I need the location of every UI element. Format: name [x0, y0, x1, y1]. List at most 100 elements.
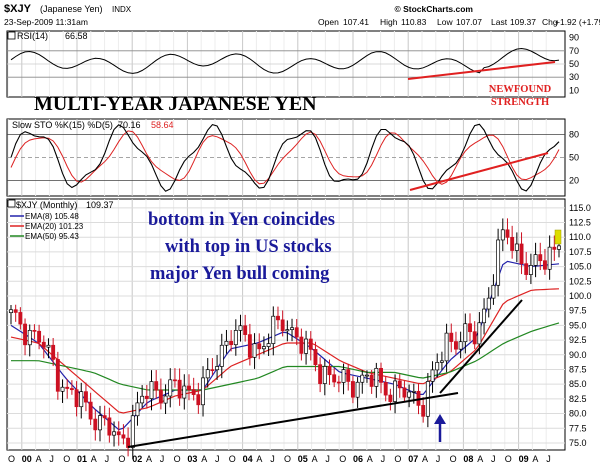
candle-body	[144, 395, 149, 399]
x-tick-label: O	[8, 454, 15, 464]
candle-body	[224, 340, 229, 346]
x-tick-label: A	[477, 454, 483, 464]
candle-body	[547, 246, 552, 270]
sto-tick-label: 80	[569, 129, 579, 139]
x-tick-label: O	[118, 454, 125, 464]
candle-body	[477, 322, 482, 345]
candle-body	[154, 381, 159, 391]
candle-body	[299, 336, 304, 354]
candle-body	[79, 391, 84, 408]
candle-body	[533, 254, 538, 266]
candle-body	[341, 369, 346, 383]
rsi-legend: RSI(14) 66.58	[7, 31, 88, 41]
price-tick-label: 75.0	[569, 438, 587, 448]
candle-body	[402, 387, 407, 398]
candle-body	[27, 330, 32, 346]
candle-body	[13, 309, 18, 313]
x-tick-label: 00	[22, 454, 32, 464]
candle-body	[350, 381, 355, 398]
rsi-legend-label: RSI(14)	[17, 31, 48, 41]
candle-body	[369, 374, 374, 387]
sto-k-line	[10, 123, 560, 192]
candle-body	[322, 366, 327, 384]
chg-value: +1.92 (+1.79%)	[555, 17, 600, 27]
high-label: High	[380, 17, 398, 27]
sto-tick-label: 20	[569, 176, 579, 186]
brand: © StockCharts.com	[394, 4, 473, 14]
price-tick-label: 115.0	[569, 203, 591, 213]
x-tick-label: J	[215, 454, 220, 464]
candle-body	[458, 341, 463, 350]
x-tick-label: 04	[243, 454, 253, 464]
candle-body	[365, 374, 369, 377]
candle-body	[149, 381, 154, 399]
candle-body	[121, 434, 126, 439]
candle-body	[215, 366, 220, 371]
candle-body	[294, 327, 299, 338]
x-tick-label: O	[339, 454, 346, 464]
candle-body	[88, 401, 93, 420]
x-tick-label: 06	[353, 454, 363, 464]
candle-body	[18, 312, 23, 325]
candle-body	[528, 265, 533, 275]
candle-body	[98, 415, 102, 431]
x-tick-label: O	[394, 454, 401, 464]
candle-body	[435, 362, 440, 371]
last-label: Last	[491, 17, 508, 27]
candle-body	[496, 239, 501, 286]
candle-body	[112, 431, 116, 436]
candle-body	[304, 338, 309, 354]
price-tick-label: 110.0	[569, 232, 591, 242]
candle-body	[383, 382, 388, 396]
rsi-line	[10, 47, 560, 74]
candle-body	[9, 309, 13, 314]
candle-body	[69, 388, 74, 391]
candle-body	[411, 390, 416, 393]
sto-legend-label: Slow STO %K(15) %D(5)	[12, 120, 113, 130]
up-arrow-icon	[434, 414, 446, 442]
candle-body	[313, 349, 318, 366]
candle-body	[374, 367, 379, 387]
candle-body	[32, 330, 37, 332]
candle-body	[266, 343, 271, 347]
candle-body	[454, 341, 458, 350]
x-tick-label: J	[546, 454, 551, 464]
candle-body	[542, 260, 547, 270]
sto-tick-label: 50	[569, 153, 579, 163]
x-tick-label: J	[381, 454, 386, 464]
candle-body	[60, 386, 65, 392]
x-tick-label: A	[91, 454, 97, 464]
x-tick-label: 08	[463, 454, 473, 464]
candle-body	[308, 338, 313, 350]
x-tick-label: O	[284, 454, 291, 464]
candle-body	[83, 391, 88, 403]
candle-body	[261, 346, 266, 350]
candle-body	[140, 395, 145, 404]
candle-body	[500, 229, 505, 241]
candle-body	[360, 374, 365, 383]
open-value: 107.41	[343, 17, 369, 27]
candle-body	[210, 369, 215, 372]
title-annotation: MULTI-YEAR JAPANESE YEN	[34, 93, 317, 115]
price-legend-value: 109.37	[86, 200, 114, 210]
rsi-tick-label: 90	[569, 33, 579, 43]
sto-d-line	[10, 130, 560, 185]
candles-layer	[9, 218, 561, 460]
rsi-tick-label: 10	[569, 85, 579, 95]
candle-body	[444, 332, 449, 362]
ema50-legend: EMA(50) 95.43	[25, 232, 79, 241]
candle-body	[168, 379, 173, 397]
x-tick-label: A	[422, 454, 428, 464]
candle-body	[172, 379, 177, 382]
candle-body	[257, 343, 262, 350]
symbol-name: (Japanese Yen)	[40, 4, 103, 14]
candle-body	[336, 381, 341, 384]
candle-body	[491, 284, 496, 299]
high-value: 110.83	[401, 17, 427, 27]
x-tick-label: 01	[77, 454, 87, 464]
sto-d-value: 58.64	[151, 120, 174, 130]
candle-body	[51, 344, 56, 360]
candle-body	[397, 380, 402, 389]
candle-body	[46, 344, 51, 348]
last-price-marker	[554, 229, 562, 245]
